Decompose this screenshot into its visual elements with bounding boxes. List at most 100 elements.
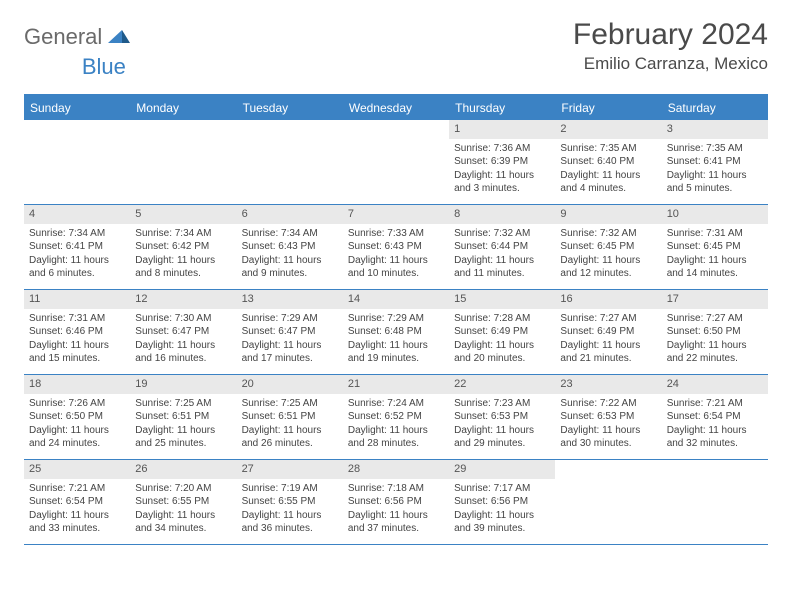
- week-row: 11Sunrise: 7:31 AMSunset: 6:46 PMDayligh…: [24, 290, 768, 375]
- daylight-line: Daylight: 11 hours and 11 minutes.: [454, 254, 550, 281]
- sunset-line: Sunset: 6:56 PM: [454, 495, 550, 509]
- daylight-line: Daylight: 11 hours and 12 minutes.: [560, 254, 656, 281]
- brand-part2: Blue: [82, 54, 126, 80]
- day-number: 25: [24, 460, 130, 479]
- day-number: 2: [555, 120, 661, 139]
- month-title: February 2024: [573, 18, 768, 52]
- day-cell: 25Sunrise: 7:21 AMSunset: 6:54 PMDayligh…: [24, 460, 130, 544]
- sunrise-line: Sunrise: 7:25 AM: [135, 397, 231, 411]
- sunset-line: Sunset: 6:53 PM: [454, 410, 550, 424]
- sunrise-line: Sunrise: 7:28 AM: [454, 312, 550, 326]
- sunrise-line: Sunrise: 7:31 AM: [667, 227, 763, 241]
- dow-friday: Friday: [555, 96, 661, 120]
- day-cell: 2Sunrise: 7:35 AMSunset: 6:40 PMDaylight…: [555, 120, 661, 204]
- day-cell-empty: [555, 460, 661, 544]
- daylight-line: Daylight: 11 hours and 3 minutes.: [454, 169, 550, 196]
- day-cell: 1Sunrise: 7:36 AMSunset: 6:39 PMDaylight…: [449, 120, 555, 204]
- title-block: February 2024 Emilio Carranza, Mexico: [573, 18, 768, 74]
- day-number: 6: [237, 205, 343, 224]
- day-cell: 26Sunrise: 7:20 AMSunset: 6:55 PMDayligh…: [130, 460, 236, 544]
- day-number: 26: [130, 460, 236, 479]
- sunset-line: Sunset: 6:49 PM: [560, 325, 656, 339]
- sunset-line: Sunset: 6:54 PM: [29, 495, 125, 509]
- daylight-line: Daylight: 11 hours and 33 minutes.: [29, 509, 125, 536]
- daylight-line: Daylight: 11 hours and 6 minutes.: [29, 254, 125, 281]
- day-number: 15: [449, 290, 555, 309]
- dow-monday: Monday: [130, 96, 236, 120]
- daylight-line: Daylight: 11 hours and 34 minutes.: [135, 509, 231, 536]
- day-cell: 11Sunrise: 7:31 AMSunset: 6:46 PMDayligh…: [24, 290, 130, 374]
- day-number: 3: [662, 120, 768, 139]
- daylight-line: Daylight: 11 hours and 25 minutes.: [135, 424, 231, 451]
- sunset-line: Sunset: 6:45 PM: [560, 240, 656, 254]
- sunset-line: Sunset: 6:49 PM: [454, 325, 550, 339]
- day-cell: 8Sunrise: 7:32 AMSunset: 6:44 PMDaylight…: [449, 205, 555, 289]
- day-cell: 5Sunrise: 7:34 AMSunset: 6:42 PMDaylight…: [130, 205, 236, 289]
- day-cell: 3Sunrise: 7:35 AMSunset: 6:41 PMDaylight…: [662, 120, 768, 204]
- dow-tuesday: Tuesday: [237, 96, 343, 120]
- daylight-line: Daylight: 11 hours and 28 minutes.: [348, 424, 444, 451]
- sunrise-line: Sunrise: 7:29 AM: [242, 312, 338, 326]
- day-number: 22: [449, 375, 555, 394]
- day-number: 11: [24, 290, 130, 309]
- sunrise-line: Sunrise: 7:31 AM: [29, 312, 125, 326]
- sunrise-line: Sunrise: 7:29 AM: [348, 312, 444, 326]
- dow-saturday: Saturday: [662, 96, 768, 120]
- sunset-line: Sunset: 6:44 PM: [454, 240, 550, 254]
- day-number: 19: [130, 375, 236, 394]
- sunset-line: Sunset: 6:40 PM: [560, 155, 656, 169]
- day-cell: 12Sunrise: 7:30 AMSunset: 6:47 PMDayligh…: [130, 290, 236, 374]
- daylight-line: Daylight: 11 hours and 21 minutes.: [560, 339, 656, 366]
- daylight-line: Daylight: 11 hours and 10 minutes.: [348, 254, 444, 281]
- sunrise-line: Sunrise: 7:32 AM: [560, 227, 656, 241]
- location: Emilio Carranza, Mexico: [573, 54, 768, 74]
- daylight-line: Daylight: 11 hours and 16 minutes.: [135, 339, 231, 366]
- calendar-grid: SundayMondayTuesdayWednesdayThursdayFrid…: [24, 94, 768, 545]
- day-cell-empty: [130, 120, 236, 204]
- daylight-line: Daylight: 11 hours and 29 minutes.: [454, 424, 550, 451]
- sunset-line: Sunset: 6:50 PM: [29, 410, 125, 424]
- sunset-line: Sunset: 6:41 PM: [29, 240, 125, 254]
- calendar-page: General February 2024 Emilio Carranza, M…: [0, 0, 792, 563]
- day-cell: 14Sunrise: 7:29 AMSunset: 6:48 PMDayligh…: [343, 290, 449, 374]
- sunset-line: Sunset: 6:55 PM: [135, 495, 231, 509]
- day-cell: 17Sunrise: 7:27 AMSunset: 6:50 PMDayligh…: [662, 290, 768, 374]
- day-cell: 4Sunrise: 7:34 AMSunset: 6:41 PMDaylight…: [24, 205, 130, 289]
- sunrise-line: Sunrise: 7:27 AM: [560, 312, 656, 326]
- day-cell: 27Sunrise: 7:19 AMSunset: 6:55 PMDayligh…: [237, 460, 343, 544]
- sunrise-line: Sunrise: 7:35 AM: [667, 142, 763, 156]
- daylight-line: Daylight: 11 hours and 8 minutes.: [135, 254, 231, 281]
- daylight-line: Daylight: 11 hours and 22 minutes.: [667, 339, 763, 366]
- sunrise-line: Sunrise: 7:34 AM: [29, 227, 125, 241]
- sunset-line: Sunset: 6:55 PM: [242, 495, 338, 509]
- day-number: 23: [555, 375, 661, 394]
- week-row: 25Sunrise: 7:21 AMSunset: 6:54 PMDayligh…: [24, 460, 768, 545]
- daylight-line: Daylight: 11 hours and 36 minutes.: [242, 509, 338, 536]
- day-cell-empty: [343, 120, 449, 204]
- day-number: 8: [449, 205, 555, 224]
- daylight-line: Daylight: 11 hours and 14 minutes.: [667, 254, 763, 281]
- week-row: 1Sunrise: 7:36 AMSunset: 6:39 PMDaylight…: [24, 120, 768, 205]
- day-number: 12: [130, 290, 236, 309]
- sunrise-line: Sunrise: 7:19 AM: [242, 482, 338, 496]
- sunset-line: Sunset: 6:43 PM: [242, 240, 338, 254]
- day-number: 7: [343, 205, 449, 224]
- daylight-line: Daylight: 11 hours and 9 minutes.: [242, 254, 338, 281]
- day-number: 21: [343, 375, 449, 394]
- day-number: 1: [449, 120, 555, 139]
- day-cell: 22 Sunrise: 7:23 AMSunset: 6:53 PMDayligh…: [449, 375, 555, 459]
- sunrise-line: Sunrise: 7:23 AM: [454, 397, 550, 411]
- day-of-week-header: SundayMondayTuesdayWednesdayThursdayFrid…: [24, 96, 768, 120]
- day-cell: 29Sunrise: 7:17 AMSunset: 6:56 PMDayligh…: [449, 460, 555, 544]
- sunset-line: Sunset: 6:54 PM: [667, 410, 763, 424]
- dow-sunday: Sunday: [24, 96, 130, 120]
- sunrise-line: Sunrise: 7:26 AM: [29, 397, 125, 411]
- day-cell: 13Sunrise: 7:29 AMSunset: 6:47 PMDayligh…: [237, 290, 343, 374]
- week-row: 4Sunrise: 7:34 AMSunset: 6:41 PMDaylight…: [24, 205, 768, 290]
- sunset-line: Sunset: 6:51 PM: [135, 410, 231, 424]
- sunrise-line: Sunrise: 7:36 AM: [454, 142, 550, 156]
- day-number: 28: [343, 460, 449, 479]
- daylight-line: Daylight: 11 hours and 15 minutes.: [29, 339, 125, 366]
- daylight-line: Daylight: 11 hours and 5 minutes.: [667, 169, 763, 196]
- day-number: 17: [662, 290, 768, 309]
